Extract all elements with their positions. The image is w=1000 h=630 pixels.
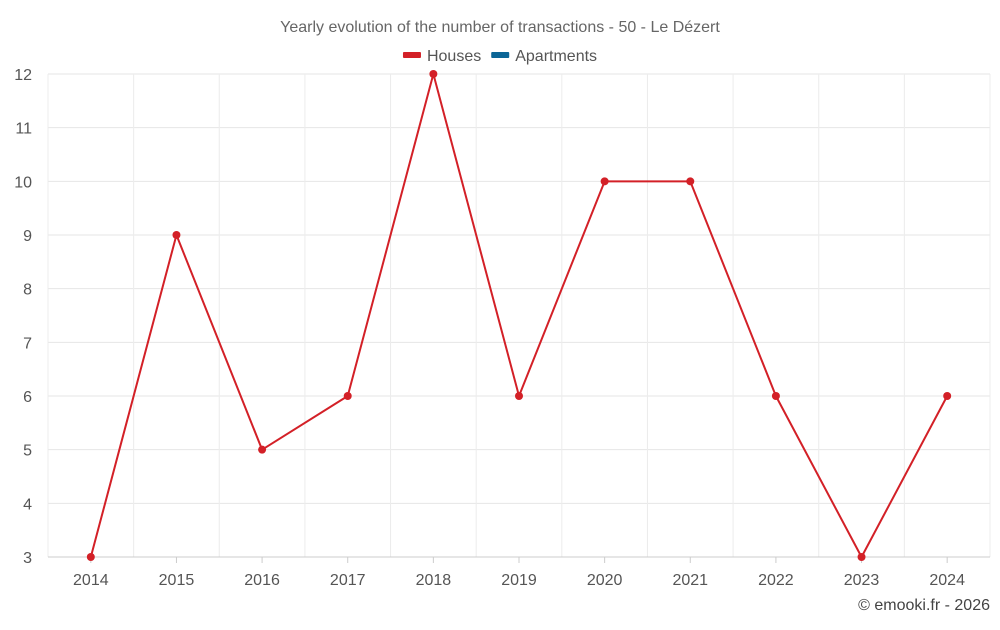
y-tick-label: 4 xyxy=(23,496,32,513)
data-point[interactable] xyxy=(686,177,695,186)
x-tick-label: 2017 xyxy=(330,572,366,589)
data-point[interactable] xyxy=(343,392,352,400)
x-tick-label: 2014 xyxy=(73,572,109,589)
data-point[interactable] xyxy=(258,445,267,454)
y-tick-label: 9 xyxy=(23,228,32,245)
series-layer xyxy=(86,70,952,561)
legend-label: Houses xyxy=(427,48,481,65)
legend-item-apartments[interactable]: Apartments xyxy=(491,48,597,65)
data-point[interactable] xyxy=(172,231,181,239)
grid-lines xyxy=(47,73,991,558)
data-point[interactable] xyxy=(86,553,95,561)
x-tick-label: 2024 xyxy=(929,572,965,589)
legend-label: Apartments xyxy=(515,48,597,65)
x-tick-label: 2020 xyxy=(587,572,623,589)
y-tick-label: 6 xyxy=(23,389,32,406)
y-tick-label: 8 xyxy=(23,282,32,299)
legend-item-houses[interactable]: Houses xyxy=(402,48,481,65)
data-point[interactable] xyxy=(600,177,609,186)
data-point[interactable] xyxy=(943,392,952,400)
chart-title: Yearly evolution of the number of transa… xyxy=(280,19,720,36)
x-tick-label: 2021 xyxy=(672,572,708,589)
x-tick-label: 2023 xyxy=(844,572,880,589)
y-tick-label: 3 xyxy=(23,550,32,567)
x-tick-label: 2019 xyxy=(501,572,537,589)
legend-swatch xyxy=(402,52,421,58)
legend-swatch xyxy=(491,52,510,58)
x-tick-label: 2018 xyxy=(416,572,452,589)
y-tick-label: 12 xyxy=(14,67,32,84)
credit-text: © emooki.fr - 2026 xyxy=(858,597,990,614)
legend: Houses Apartments xyxy=(402,48,597,65)
data-point[interactable] xyxy=(771,392,780,400)
y-tick-label: 7 xyxy=(23,335,32,352)
data-point[interactable] xyxy=(515,392,523,400)
x-tick-label: 2016 xyxy=(244,572,280,589)
y-tick-label: 11 xyxy=(15,121,32,138)
axes: 3 4 5 6 7 8 9 10 11 12 2014 2015 2016 2017 2018 2019 202… xyxy=(14,67,990,589)
data-point[interactable] xyxy=(857,553,866,561)
data-point[interactable] xyxy=(429,70,438,78)
x-tick-label: 2022 xyxy=(758,572,794,589)
y-tick-label: 10 xyxy=(14,174,32,191)
y-tick-label: 5 xyxy=(23,443,32,460)
x-tick-label: 2015 xyxy=(159,572,195,589)
